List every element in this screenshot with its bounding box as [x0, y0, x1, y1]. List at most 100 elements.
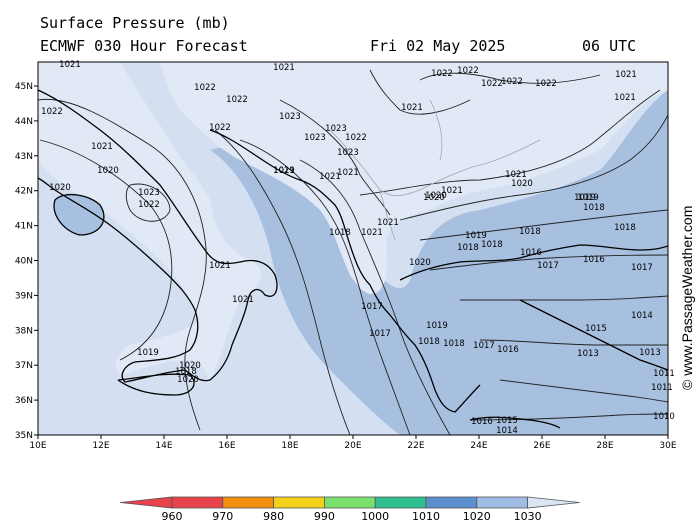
lon-tick-label: 28E	[596, 441, 613, 451]
crete-coastline	[469, 416, 561, 429]
isobar-lines	[38, 69, 668, 435]
legend-label: 1010	[412, 510, 440, 523]
isobar-label: 1020	[409, 258, 431, 268]
isobar-label: 1021	[319, 172, 341, 182]
isobar-label: 1020	[97, 166, 119, 176]
lat-tick-label: 35N	[15, 431, 33, 441]
legend-swatch	[527, 496, 580, 509]
lon-tick-label: 10E	[29, 441, 46, 451]
legend-label: 970	[212, 510, 233, 523]
isobar-line	[429, 254, 668, 271]
low-pressure-region	[210, 90, 668, 435]
isobar-line	[299, 159, 451, 435]
isobar-label: 1022	[345, 133, 367, 143]
lat-tick-label: 36N	[15, 396, 33, 406]
country-borders	[329, 99, 541, 241]
isobar-label: 1019	[273, 166, 295, 176]
isobar-label: 1021	[232, 295, 254, 305]
isobar-label: 1021	[441, 186, 463, 196]
isobar-label: 1022	[501, 77, 523, 87]
lat-tick-label: 40N	[15, 257, 33, 267]
isobar-label: 1020	[425, 191, 447, 201]
isobar-label: 1023	[325, 124, 347, 134]
isobar-label: 1011	[653, 369, 675, 379]
copyright-text: © www.PassageWeather.com	[679, 206, 695, 390]
isobar-label: 1022	[209, 123, 231, 133]
isobar-label: 1021	[209, 261, 231, 271]
legend-swatch	[119, 496, 173, 509]
isobar-label: 1020	[423, 193, 445, 203]
lat-tick-label: 39N	[15, 291, 33, 301]
map-area	[38, 62, 668, 435]
forecast-time: 06 UTC	[582, 37, 637, 55]
legend-swatch	[425, 496, 478, 509]
lat-tick-label: 42N	[15, 187, 33, 197]
isobar-label: 1017	[369, 329, 391, 339]
lon-tick-label: 12E	[92, 441, 109, 451]
isobar-label: 1019	[137, 348, 159, 358]
isobar-line	[419, 209, 668, 241]
isobar-label: 1018	[457, 243, 479, 253]
isobar-label: 1021	[273, 63, 295, 73]
sardinia-coastline	[53, 193, 105, 236]
isobar-label: 1010	[653, 412, 675, 422]
map-title: Surface Pressure (mb)	[40, 14, 230, 32]
isobar-label: 1018	[519, 227, 541, 237]
isobar-label: 1023	[279, 112, 301, 122]
isobar-label: 1017	[473, 341, 495, 351]
isobar-label: 1022	[138, 200, 160, 210]
forecast-date: Fri 02 May 2025	[370, 37, 506, 55]
isobar-label: 1014	[631, 311, 653, 321]
legend-swatch	[273, 496, 325, 509]
isobar-label: 1020	[511, 179, 533, 189]
isobar-label: 1021	[401, 103, 423, 113]
isobar-label: 1016	[471, 417, 493, 427]
isobar-line	[399, 114, 668, 221]
isobar-label: 1018	[329, 228, 351, 238]
isobar-label: 1017	[361, 302, 383, 312]
isobar-label: 1019	[465, 231, 487, 241]
isobar-label: 1018	[175, 367, 197, 377]
isobar-label: 1020	[177, 375, 199, 385]
isobar-label: 1013	[639, 348, 661, 358]
isobar-line	[469, 413, 668, 421]
isobar-label: 1020	[179, 361, 201, 371]
isobar-label: 1014	[496, 426, 518, 436]
isobar-line	[239, 139, 411, 435]
legend-swatch	[171, 496, 224, 509]
legend-swatch	[323, 496, 376, 509]
forecast-model: ECMWF 030 Hour Forecast	[40, 37, 248, 55]
lon-tick-label: 22E	[407, 441, 424, 451]
isobar-label: 1021	[59, 60, 81, 70]
isobar-label: 1019	[426, 321, 448, 331]
copyright-watermark: © www.PassageWeather.com	[679, 206, 695, 390]
lat-tick-label: 45N	[15, 82, 33, 92]
pressure-legend: 960 970 980 990 1000 1010 1020 1030	[119, 496, 580, 523]
aegean-coastline	[399, 244, 668, 281]
coastlines	[38, 89, 668, 429]
isobar-label: 1022	[431, 69, 453, 79]
balkans-land	[160, 62, 668, 295]
lon-tick-label: 24E	[470, 441, 487, 451]
isobar-label: 1022	[457, 66, 479, 76]
isobar-label: 1018	[443, 339, 465, 349]
lon-tick-label: 26E	[533, 441, 550, 451]
sardinia-sea	[54, 194, 104, 235]
lon-tick-label: 18E	[281, 441, 298, 451]
lat-tick-label: 44N	[15, 117, 33, 127]
legend-label: 980	[263, 510, 284, 523]
legend-label: 1030	[514, 510, 542, 523]
isobar-label: 1018	[418, 337, 440, 347]
border-line	[429, 99, 443, 161]
isobar-label: 1016	[520, 248, 542, 258]
isobar-label: 1018	[583, 203, 605, 213]
isobar-label: 1016	[497, 345, 519, 355]
isobar-label: 1021	[337, 168, 359, 178]
isobar-line	[125, 183, 171, 222]
isobar-label: 1017	[631, 263, 653, 273]
isobar-label: 1018	[614, 223, 636, 233]
isobar-label: 1011	[651, 383, 673, 393]
isobar-label: 1022	[41, 107, 63, 117]
isobar-label: 1023	[304, 133, 326, 143]
isobar-line	[279, 99, 391, 216]
